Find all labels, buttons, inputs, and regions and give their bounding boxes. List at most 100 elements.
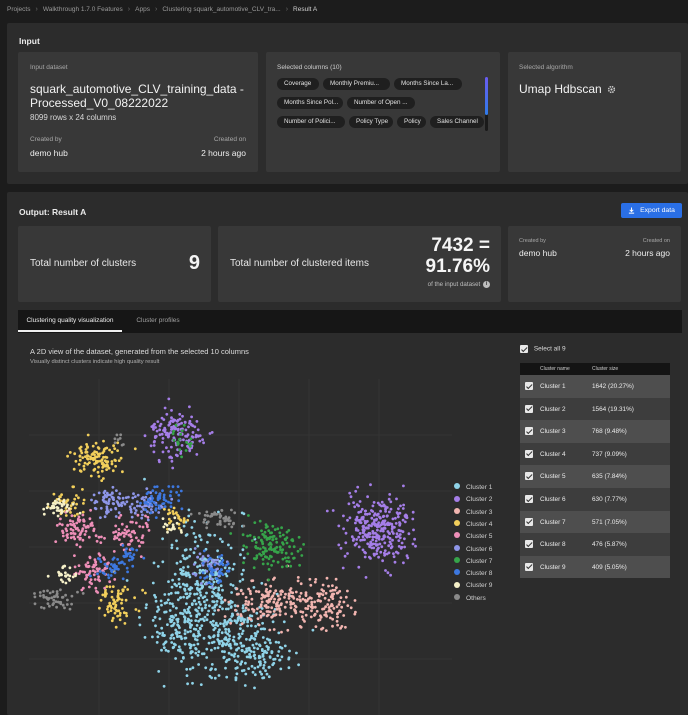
scatter-point — [183, 589, 187, 592]
cluster-size-cell: 635 (7.84%) — [592, 473, 627, 481]
scatter-point — [105, 456, 109, 459]
scatter-point — [339, 596, 343, 599]
download-icon — [628, 207, 635, 214]
cluster-table-row[interactable]: Cluster 6 630 (7.77%) — [520, 488, 670, 511]
legend-swatch — [454, 544, 460, 551]
cluster-table-row[interactable]: Cluster 8 476 (5.87%) — [520, 533, 670, 556]
legend-item[interactable]: Cluster 2 — [454, 495, 492, 503]
legend-item[interactable]: Cluster 7 — [454, 557, 492, 565]
cluster-checkbox[interactable] — [525, 517, 533, 526]
scatter-point — [285, 559, 289, 563]
scatter-point — [225, 622, 228, 626]
scatter-point — [205, 569, 209, 573]
scatter-point — [247, 600, 251, 604]
scatter-point — [153, 422, 156, 426]
scatter-point — [82, 502, 85, 505]
scatter-point — [222, 622, 225, 626]
breadcrumb-clustering[interactable]: Clustering squark_automotive_CLV_tra... — [162, 6, 281, 13]
scatter-point — [55, 524, 59, 527]
scatter-point — [89, 578, 93, 581]
cluster-scatter-plot[interactable] — [29, 379, 452, 715]
scatter-point — [298, 563, 301, 567]
cluster-checkbox[interactable] — [525, 427, 533, 436]
select-all-checkbox[interactable] — [520, 345, 528, 353]
scatter-point — [370, 516, 374, 520]
scatter-point — [123, 562, 126, 566]
scatter-point — [367, 531, 371, 535]
cluster-table-row[interactable]: Cluster 4 737 (9.09%) — [520, 442, 670, 466]
breadcrumb-walkthrough[interactable]: Walkthrough 1.7.0 Features — [42, 6, 123, 13]
legend-item[interactable]: Cluster 6 — [454, 544, 492, 553]
cluster-checkbox[interactable] — [525, 540, 533, 549]
scatter-point — [143, 434, 147, 438]
scatter-point — [262, 664, 266, 667]
legend-item[interactable]: Others — [454, 593, 486, 602]
scatter-point — [298, 595, 302, 598]
scatter-point — [292, 556, 295, 560]
cluster-table-row[interactable]: Cluster 7 571 (7.05%) — [520, 510, 670, 534]
select-all-row[interactable]: Select all 9 — [520, 345, 566, 353]
scatter-point — [110, 450, 114, 454]
scatter-point — [62, 502, 66, 506]
scatter-point — [363, 550, 366, 554]
cluster-checkbox[interactable] — [525, 495, 533, 503]
cluster-checkbox[interactable] — [525, 382, 533, 390]
scatter-point — [192, 532, 196, 535]
tab-clustering-quality[interactable]: Clustering quality visualization — [18, 310, 122, 332]
scatter-point — [170, 445, 173, 449]
legend-item[interactable]: Cluster 4 — [454, 520, 492, 528]
gear-icon[interactable] — [607, 83, 616, 97]
cluster-table-row[interactable]: Cluster 3 768 (9.48%) — [520, 420, 670, 443]
cluster-table-row[interactable]: Cluster 5 635 (7.84%) — [520, 465, 670, 488]
scatter-point — [171, 578, 175, 582]
scatter-point — [81, 570, 85, 574]
cluster-checkbox[interactable] — [525, 472, 533, 481]
scatter-point — [95, 450, 98, 454]
scatter-point — [87, 535, 91, 539]
scatter-point — [84, 450, 88, 454]
scatter-point — [174, 591, 178, 595]
scatter-point — [106, 610, 110, 614]
scatter-point — [103, 500, 107, 504]
legend-item[interactable]: Cluster 1 — [454, 483, 492, 491]
scatter-point — [260, 540, 264, 544]
cluster-table-row[interactable]: Cluster 9 409 (5.05%) — [520, 555, 670, 579]
scatter-point — [205, 591, 208, 595]
scatter-point — [213, 604, 217, 608]
cluster-checkbox[interactable] — [525, 562, 533, 571]
scatter-point — [151, 497, 155, 500]
info-icon[interactable]: i — [483, 281, 490, 288]
scatter-point — [109, 508, 113, 512]
scatter-point — [231, 638, 235, 642]
scatter-point — [293, 609, 297, 613]
legend-item[interactable]: Cluster 5 — [454, 532, 492, 540]
scatter-point — [118, 437, 122, 440]
columns-scrollbar[interactable] — [485, 77, 488, 131]
tab-cluster-profiles[interactable]: Cluster profiles — [136, 317, 180, 324]
scatter-point — [256, 607, 259, 611]
legend-item[interactable]: Cluster 3 — [454, 507, 492, 516]
scatter-point — [365, 526, 368, 530]
breadcrumb-apps[interactable]: Apps — [135, 6, 150, 13]
export-data-button[interactable]: Export data — [621, 203, 682, 218]
legend-item[interactable]: Cluster 9 — [454, 581, 492, 589]
cluster-checkbox[interactable] — [525, 404, 533, 413]
scatter-point — [207, 581, 211, 585]
scatter-point — [135, 548, 139, 552]
scatter-point — [117, 528, 121, 531]
scatter-point — [244, 599, 248, 603]
scatter-point — [241, 604, 245, 607]
cluster-table-row[interactable]: Cluster 1 1642 (20.27%) — [520, 375, 670, 398]
cluster-table-row[interactable]: Cluster 2 1564 (19.31%) — [520, 397, 670, 421]
scatter-point — [167, 580, 170, 583]
breadcrumb-projects[interactable]: Projects — [7, 6, 31, 13]
chevron-right-icon: › — [285, 6, 289, 13]
input-dataset-name[interactable]: squark_automotive_CLV_training_data - Pr… — [30, 82, 244, 110]
scatter-point — [254, 541, 258, 544]
scatter-point — [399, 504, 402, 508]
cluster-size-cell: 1642 (20.27%) — [592, 383, 634, 390]
cluster-checkbox[interactable] — [525, 449, 533, 458]
breadcrumb: Projects › Walkthrough 1.7.0 Features › … — [7, 6, 317, 13]
scatter-point — [160, 416, 164, 420]
legend-item[interactable]: Cluster 8 — [454, 569, 492, 577]
